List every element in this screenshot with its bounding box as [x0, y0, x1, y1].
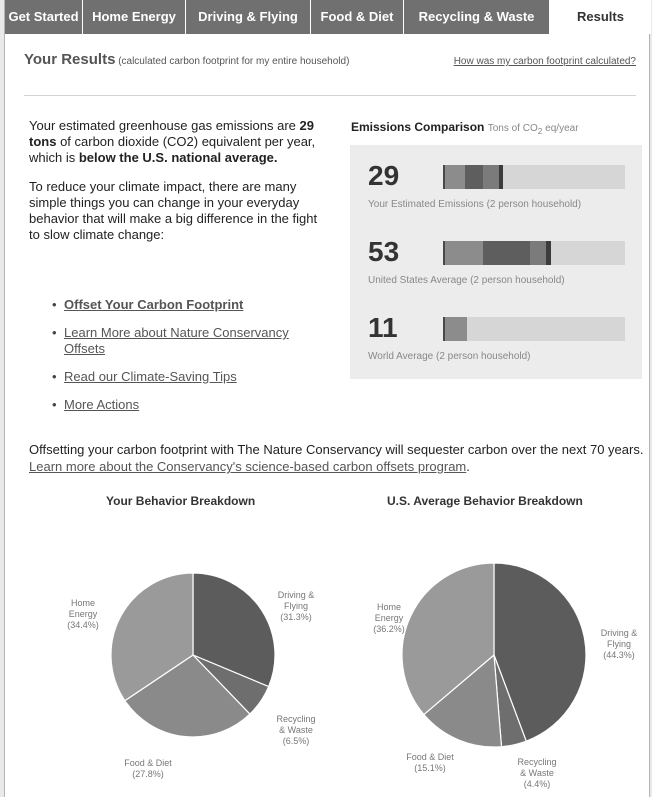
offset-footprint-link[interactable]: Offset Your Carbon Footprint: [64, 297, 244, 312]
pie-slice-driving-flying: [192, 572, 276, 688]
summary-below-average: below the U.S. national average.: [78, 150, 278, 165]
pie-label-driving: Driving & Flying (44.3%): [591, 628, 647, 661]
label-name: Food & Diet: [124, 758, 172, 768]
us-breakdown-title: U.S. Average Behavior Breakdown: [387, 494, 583, 508]
comparison-row-yours: 29 Your Estimated Emissions (2 person ho…: [350, 159, 642, 229]
climate-tips-link[interactable]: Read our Climate-Saving Tips: [64, 369, 237, 384]
pie-label-driving: Driving & Flying (31.3%): [267, 590, 325, 623]
offset-period: .: [466, 459, 470, 474]
bar-segment: [546, 241, 551, 265]
bar-marker: [443, 241, 445, 265]
tab-bar: Get Started Home Energy Driving & Flying…: [5, 0, 651, 34]
list-item: Offset Your Carbon Footprint: [52, 297, 332, 313]
page-title: Your Results: [24, 51, 116, 68]
results-header: Your Results (calculated carbon footprin…: [24, 51, 636, 68]
bar-segment: [483, 241, 531, 265]
comparison-row-world: 11 World Average (2 person household): [350, 311, 642, 381]
label-name: Food & Diet: [406, 752, 454, 762]
pie-label-recycling: Recycling & Waste (6.5%): [267, 714, 325, 747]
bar-segment: [445, 165, 465, 189]
label-name: Home Energy: [374, 602, 404, 623]
offset-text: Offsetting your carbon footprint with Th…: [29, 442, 644, 457]
your-emissions-label: Your Estimated Emissions (2 person house…: [368, 199, 582, 210]
list-item: More Actions: [52, 397, 332, 413]
units-subscript: 2: [537, 126, 543, 136]
us-average-value: 53: [368, 236, 400, 267]
label-name: Recycling & Waste: [276, 714, 316, 735]
label-name: Home Energy: [68, 598, 98, 619]
tab-get-started[interactable]: Get Started: [5, 0, 83, 34]
units-text: Tons of CO: [487, 123, 538, 134]
learn-offsets-link[interactable]: Learn More about Nature Conservancy Offs…: [64, 325, 289, 356]
offset-science-link[interactable]: Learn more about the Conservancy's scien…: [29, 459, 467, 474]
bar-segment: [483, 165, 500, 189]
label-name: Driving & Flying: [600, 628, 638, 649]
pie-label-food: Food & Diet (15.1%): [395, 752, 465, 774]
pie-label-recycling: Recycling & Waste (4.4%): [507, 757, 567, 790]
your-breakdown-pie: [110, 572, 276, 738]
reduce-impact-text: To reduce your climate impact, there are…: [29, 179, 318, 242]
pie-slice-home-energy: [401, 562, 495, 716]
intro-text: Your estimated greenhouse gas emissions …: [29, 118, 319, 256]
page-subtitle: (calculated carbon footprint for my enti…: [118, 56, 350, 67]
pie-slice-food-diet: [423, 653, 503, 748]
bar-segment: [445, 317, 467, 341]
your-emissions-value: 29: [368, 160, 400, 191]
summary-text-a: Your estimated greenhouse gas emissions …: [29, 118, 300, 133]
pie-label-home: Home Energy (34.4%): [58, 598, 108, 631]
your-breakdown-title: Your Behavior Breakdown: [106, 494, 256, 508]
label-pct: (6.5%): [282, 736, 310, 746]
bar-marker: [443, 317, 445, 341]
header-divider: [24, 95, 636, 96]
pie-slice-driving-flying: [493, 562, 587, 742]
tab-driving-flying[interactable]: Driving & Flying: [186, 0, 311, 34]
world-average-label: World Average (2 person household): [368, 351, 531, 362]
us-average-label: United States Average (2 person househol…: [368, 275, 565, 286]
label-pct: (27.8%): [132, 769, 164, 779]
tab-results[interactable]: Results: [550, 0, 651, 34]
us-average-bar: [443, 241, 625, 265]
summary-text-b: of carbon dioxide (CO2) equivalent per y…: [29, 134, 316, 165]
comparison-row-us: 53 United States Average (2 person house…: [350, 235, 642, 305]
emissions-comparison-panel: 29 Your Estimated Emissions (2 person ho…: [350, 145, 642, 379]
units-text-post: eq/year: [542, 123, 579, 134]
tab-food-diet[interactable]: Food & Diet: [311, 0, 404, 34]
bar-segment: [445, 241, 484, 265]
pie-label-food: Food & Diet (27.8%): [113, 758, 183, 780]
list-item: Learn More about Nature Conservancy Offs…: [52, 325, 332, 357]
how-calculated-link[interactable]: How was my carbon footprint calculated?: [453, 56, 636, 67]
label-pct: (36.2%): [373, 624, 405, 634]
bar-segment: [499, 165, 504, 189]
label-pct: (34.4%): [67, 620, 99, 630]
bar-segment: [530, 241, 547, 265]
more-actions-link[interactable]: More Actions: [64, 397, 140, 412]
us-breakdown-pie: [401, 562, 587, 748]
world-average-bar: [443, 317, 625, 341]
list-item: Read our Climate-Saving Tips: [52, 369, 332, 385]
label-pct: (31.3%): [280, 612, 312, 622]
comparison-units: Tons of CO2 eq/year: [487, 123, 579, 136]
pie-slice-home-energy: [110, 572, 194, 702]
emissions-summary: Your estimated greenhouse gas emissions …: [29, 118, 319, 166]
offset-paragraph: Offsetting your carbon footprint with Th…: [29, 441, 644, 475]
label-pct: (15.1%): [414, 763, 446, 773]
tab-home-energy[interactable]: Home Energy: [83, 0, 186, 34]
label-name: Recycling & Waste: [517, 757, 557, 778]
pie-label-home: Home Energy (36.2%): [363, 602, 415, 635]
comparison-title: Emissions Comparison: [351, 120, 485, 134]
tab-recycling-waste[interactable]: Recycling & Waste: [404, 0, 550, 34]
label-name: Driving & Flying: [277, 590, 315, 611]
bar-marker: [443, 165, 445, 189]
pie-slice-food-diet: [124, 654, 251, 738]
label-pct: (44.3%): [603, 650, 635, 660]
comparison-heading: Emissions Comparison Tons of CO2 eq/year: [351, 120, 579, 136]
world-average-value: 11: [368, 312, 398, 343]
label-pct: (4.4%): [523, 779, 551, 789]
bar-segment: [465, 165, 484, 189]
action-links: Offset Your Carbon Footprint Learn More …: [52, 297, 332, 425]
summary-tons: 29 tons: [29, 118, 314, 149]
calculator-frame: Get Started Home Energy Driving & Flying…: [4, 0, 651, 797]
your-emissions-bar: [443, 165, 625, 189]
